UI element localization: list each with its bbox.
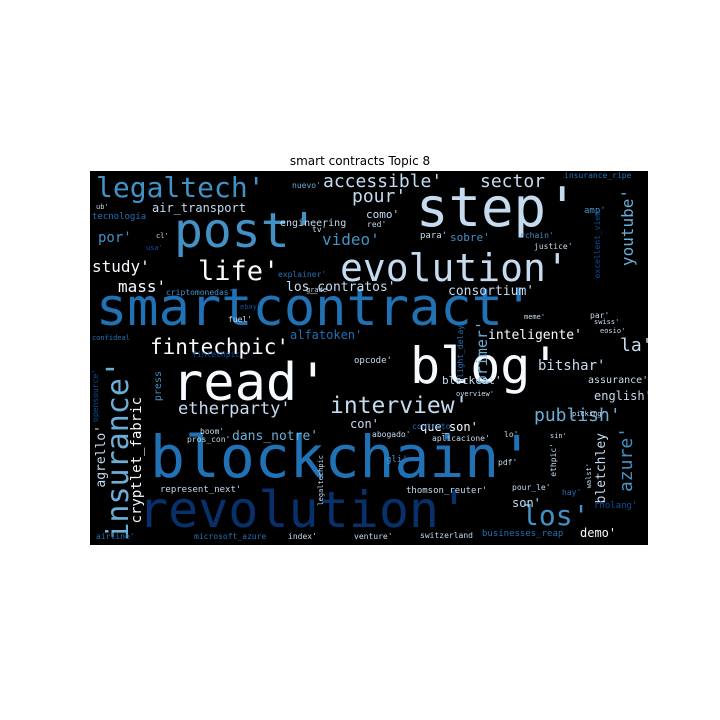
cloud-word: tecnologia	[92, 212, 147, 222]
cloud-word: fintechpic_'	[192, 350, 250, 359]
cloud-word: swiss'	[594, 318, 620, 326]
cloud-word: life'	[198, 256, 280, 287]
cloud-word: ebay'	[240, 303, 262, 311]
cloud-word: legaltechpic	[317, 455, 325, 506]
cloud-word: assurance'	[588, 375, 648, 386]
cloud-word: gli'	[386, 455, 408, 465]
cloud-word: legaltech'	[96, 171, 265, 204]
cloud-word: study'	[92, 257, 150, 276]
cloud-word: dans_notre'	[232, 429, 319, 444]
cloud-word: que_son'	[420, 420, 478, 434]
cloud-word: evolution'	[340, 246, 569, 290]
cloud-word: eosio'	[600, 327, 626, 335]
cloud-word: opcode'	[354, 356, 392, 366]
cloud-word: nuevo'	[292, 181, 321, 190]
cloud-word: criptomonedas'	[166, 288, 234, 297]
cloud-word: press	[153, 371, 164, 402]
cloud-word: walst'	[585, 463, 593, 489]
cloud-word: grade	[306, 286, 328, 294]
cloud-word: microsoft_azure	[194, 532, 267, 541]
cloud-word: blog'	[410, 337, 561, 395]
cloud-word: explainer'	[278, 270, 327, 279]
cloud-word: index'	[288, 532, 317, 541]
cloud-word: aplicacione'	[432, 434, 490, 443]
cloud-word: rchain'	[520, 231, 554, 240]
cloud-word: post'	[174, 203, 319, 259]
cloud-word: video'	[322, 230, 380, 249]
cloud-word: picking'	[572, 410, 606, 418]
cloud-word: demo'	[580, 526, 617, 540]
cloud-word: ethpic'	[549, 443, 558, 477]
cloud-word: confideal	[92, 334, 130, 342]
cloud-word: youtube'	[618, 189, 637, 267]
cloud-word: los'	[522, 499, 590, 532]
cloud-word: consortium'	[448, 284, 535, 299]
cloud-word: publish'	[534, 405, 621, 426]
chart-title: smart contracts Topic 8	[289, 154, 431, 168]
cloud-word: contrato	[412, 422, 451, 431]
cloud-word: blockcat'	[442, 374, 502, 387]
cloud-word: venture'	[354, 532, 393, 541]
cloud-word: air_transport	[152, 201, 246, 215]
cloud-word: inteligente'	[488, 328, 582, 343]
cloud-word: cryptlet_fabric	[129, 397, 145, 524]
cloud-word: lo'	[504, 430, 519, 439]
cloud-word: sin'	[550, 432, 567, 440]
cloud-word: pros_con'	[187, 435, 231, 444]
word-cloud: smartcontract' blockchain' revolution' b…	[90, 171, 648, 545]
cloud-word: la'	[620, 335, 648, 356]
cloud-word: tv'	[312, 225, 327, 234]
cloud-word: pour_le'	[512, 483, 551, 492]
cloud-word: sobre'	[450, 231, 490, 244]
cloud-word: accessible'	[323, 171, 443, 192]
cloud-word: blockchain'	[150, 423, 535, 491]
cloud-word: con'	[350, 417, 379, 431]
cloud-word: pdf'	[498, 458, 518, 467]
cloud-word: ub'	[96, 203, 109, 211]
cloud-word: justice'	[534, 242, 573, 251]
cloud-word: abogado'	[372, 430, 411, 439]
cloud-word: switzerland	[420, 531, 473, 540]
cloud-word: son'	[512, 496, 541, 510]
cloud-word: azure'	[616, 427, 637, 493]
cloud-word: pour'	[352, 186, 407, 207]
cloud-word: airline'	[96, 532, 135, 541]
cloud-word: engineering	[280, 218, 347, 229]
cloud-word: bitshar'	[538, 358, 606, 374]
cloud-word: boom'	[200, 427, 225, 436]
cloud-word: mass'	[118, 277, 167, 296]
cloud-word: insurance_ripe	[564, 171, 632, 180]
cloud-word: revolution'	[138, 481, 470, 539]
cloud-word: fuel'	[228, 315, 253, 324]
cloud-word: agrello'	[94, 425, 109, 488]
cloud-word: represent_next'	[160, 485, 242, 495]
cloud-word: por'	[98, 230, 132, 246]
cloud-word: hay'	[562, 488, 582, 497]
cloud-word: bletchley	[594, 433, 609, 504]
cloud-word: overview'	[456, 390, 494, 398]
cloud-word: alfatoken'	[290, 328, 363, 342]
cloud-word: amp'	[584, 206, 606, 216]
cloud-word: read'	[172, 353, 329, 413]
cloud-word: para'	[420, 231, 448, 241]
cloud-word: par'	[590, 311, 610, 320]
cloud-word: sector	[480, 171, 546, 192]
cloud-word: businesses_reap	[482, 529, 564, 539]
cloud-word: excellent_view	[593, 211, 602, 279]
cloud-word: opensource'	[91, 369, 100, 422]
cloud-word: los_contratos'	[286, 280, 396, 295]
cloud-word: interview'	[330, 393, 469, 419]
cloud-word: english'	[594, 389, 648, 403]
cloud-word: cl'	[156, 232, 169, 240]
cloud-word: usa'	[146, 244, 163, 252]
cloud-word: rholang'	[594, 501, 638, 511]
cloud-word: etherparty'	[178, 399, 291, 419]
cloud-word: thomson_reuter'	[406, 486, 488, 496]
cloud-word: smartcontract'	[96, 278, 535, 338]
cloud-word: red'	[367, 220, 387, 229]
cloud-word: step'	[416, 176, 579, 239]
cloud-word: fintechpic'	[150, 335, 290, 359]
cloud-word: como'	[366, 208, 400, 221]
cloud-word: meme'	[524, 313, 546, 321]
